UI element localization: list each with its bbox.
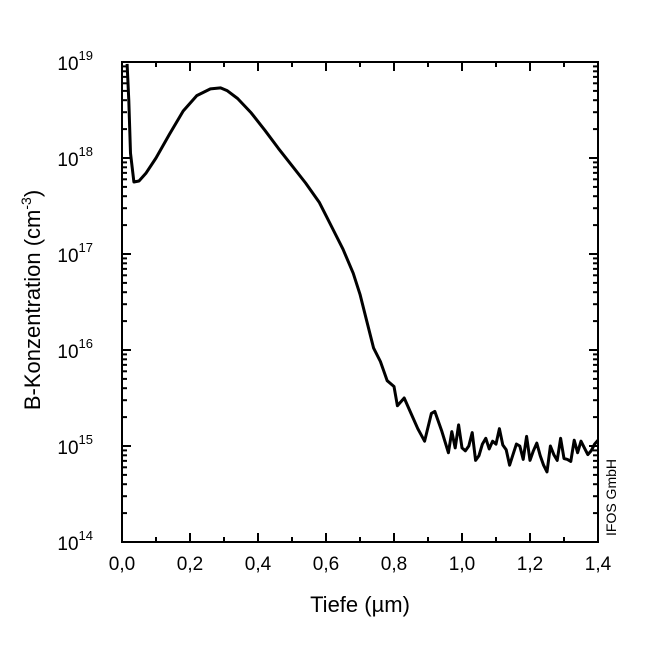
x-tick-label: 1,2 [517, 554, 543, 575]
x-tick-label: 1,0 [449, 554, 475, 575]
y-tick-exponent: 17 [79, 240, 93, 255]
x-tick-label: 0,8 [381, 554, 407, 575]
plot-frame [121, 61, 599, 543]
x-tick-labels: 0,0 0,2 0,4 0,6 0,8 1,0 1,2 1,4 [109, 554, 612, 575]
y-tick-base: 10 [57, 150, 78, 171]
watermark: IFOS GmbH [603, 459, 619, 536]
y-tick-exponent: 15 [79, 432, 93, 447]
y-tick-base: 10 [57, 534, 78, 555]
x-tick-label: 1,4 [585, 554, 612, 575]
y-tick-label: 1018 [57, 144, 93, 171]
y-axis-title-close: ) [20, 190, 45, 197]
y-tick-label: 1016 [57, 336, 93, 363]
y-axis-title-main: B-Konzentration (cm [20, 210, 45, 411]
y-tick-exponent: 18 [79, 144, 93, 159]
y-tick-exponent: 19 [79, 48, 93, 63]
x-axis-title: Tiefe (µm) [310, 592, 410, 617]
x-tick-label: 0,0 [109, 554, 135, 575]
y-tick-base: 10 [57, 54, 78, 75]
x-tick-label: 0,6 [313, 554, 339, 575]
x-tick-label: 0,2 [177, 554, 203, 575]
y-tick-label: 1015 [57, 432, 93, 459]
y-tick-label: 1019 [57, 48, 93, 75]
y-tick-exponent: 14 [79, 528, 93, 543]
y-tick-base: 10 [57, 438, 78, 459]
x-tick-label: 0,4 [245, 554, 272, 575]
series-line [125, 63, 600, 474]
y-axis-title-sup: -3 [18, 197, 34, 210]
y-tick-label: 1017 [57, 240, 93, 267]
ticks [121, 61, 599, 543]
y-tick-base: 10 [57, 246, 78, 267]
y-tick-label: 1014 [57, 528, 93, 555]
y-axis-title: B-Konzentration (cm-3) [18, 190, 45, 410]
y-tick-base: 10 [57, 342, 78, 363]
y-tick-exponent: 16 [79, 336, 93, 351]
